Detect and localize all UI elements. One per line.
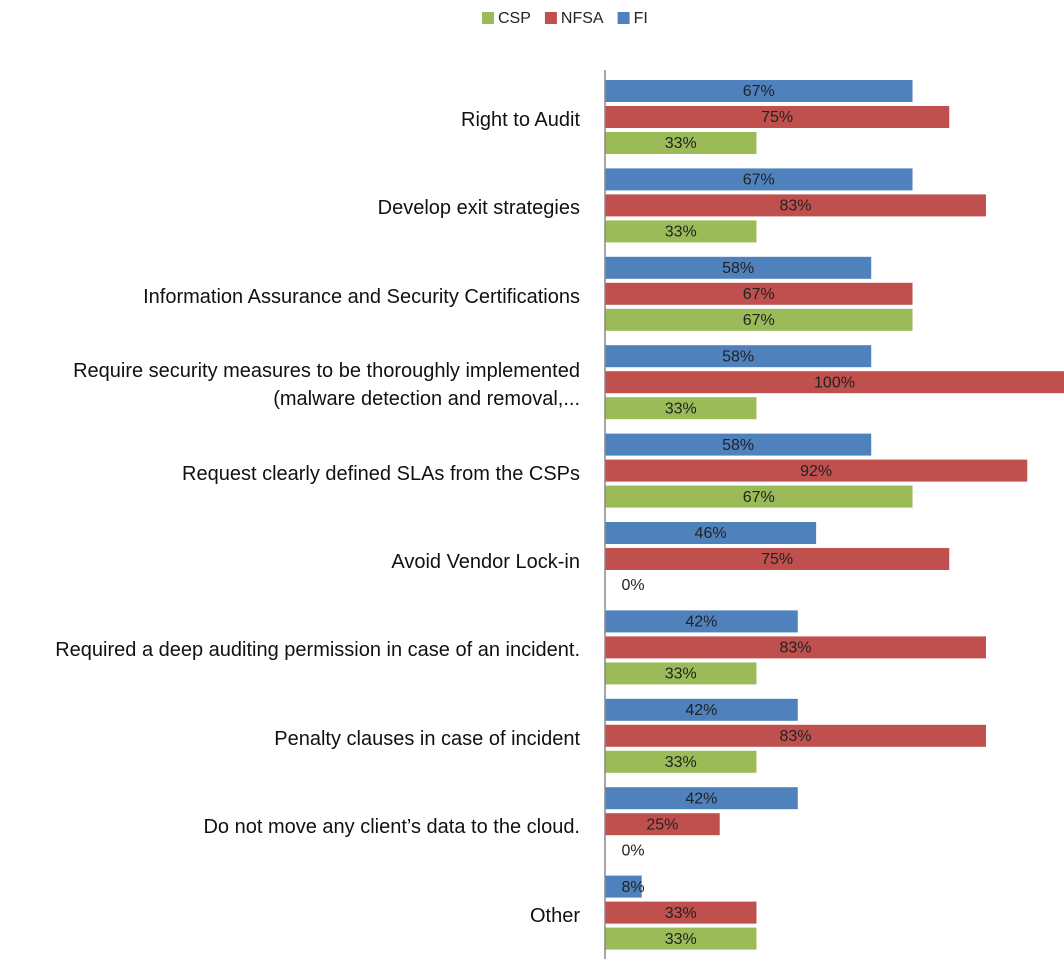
value-label: 42% bbox=[685, 614, 717, 631]
bar bbox=[605, 636, 986, 659]
bar bbox=[605, 485, 913, 508]
value-label: 0% bbox=[621, 577, 644, 594]
value-label: 58% bbox=[722, 260, 754, 277]
category-label: Avoid Vendor Lock-in bbox=[391, 551, 580, 573]
bar bbox=[605, 345, 872, 368]
bar bbox=[605, 459, 1028, 482]
value-label: 33% bbox=[665, 905, 697, 922]
bar bbox=[605, 433, 872, 456]
bar bbox=[605, 813, 720, 836]
value-label: 8% bbox=[621, 879, 644, 896]
value-label: 83% bbox=[779, 728, 811, 745]
value-label: 83% bbox=[779, 640, 811, 657]
value-label: 58% bbox=[722, 348, 754, 365]
value-label: 92% bbox=[800, 463, 832, 480]
value-label: 75% bbox=[761, 551, 793, 568]
value-label: 67% bbox=[743, 286, 775, 303]
bar bbox=[605, 698, 798, 721]
category-label: Require security measures to be thorough… bbox=[73, 360, 580, 411]
value-label: 33% bbox=[665, 666, 697, 683]
category-label: Request clearly defined SLAs from the CS… bbox=[182, 462, 580, 485]
bar bbox=[605, 80, 913, 102]
bar bbox=[605, 610, 798, 633]
bar bbox=[605, 256, 872, 279]
value-label: 67% bbox=[743, 172, 775, 189]
bar bbox=[605, 927, 757, 950]
legend-label: FI bbox=[634, 10, 648, 27]
bar bbox=[605, 662, 757, 685]
bar bbox=[605, 371, 1064, 394]
value-label: 75% bbox=[761, 109, 793, 126]
value-label: 58% bbox=[722, 437, 754, 454]
category-label: Required a deep auditing permission in c… bbox=[55, 639, 580, 662]
bar bbox=[605, 548, 950, 570]
bar bbox=[605, 168, 913, 191]
bar bbox=[605, 750, 757, 773]
value-label: 33% bbox=[665, 135, 697, 152]
value-label: 0% bbox=[621, 842, 644, 859]
bar bbox=[605, 220, 757, 243]
category-label: Other bbox=[529, 904, 580, 927]
bar bbox=[605, 397, 757, 420]
value-label: 25% bbox=[646, 816, 678, 833]
legend-swatch bbox=[482, 12, 494, 24]
value-label: 42% bbox=[685, 702, 717, 719]
value-label: 33% bbox=[665, 754, 697, 771]
value-label: 33% bbox=[665, 931, 697, 948]
value-label: 67% bbox=[743, 83, 775, 100]
value-label: 33% bbox=[665, 224, 697, 241]
legend-swatch bbox=[617, 12, 630, 24]
category-label: Penalty clauses in case of incident bbox=[274, 727, 580, 750]
value-label: 46% bbox=[695, 525, 727, 542]
value-label: 100% bbox=[814, 374, 855, 391]
bar bbox=[605, 308, 913, 331]
value-label: 42% bbox=[685, 790, 717, 807]
legend-label: CSP bbox=[498, 10, 531, 27]
bar bbox=[605, 106, 950, 128]
category-label: Do not move any client’s data to the clo… bbox=[203, 816, 580, 839]
category-label: Right to Audit bbox=[461, 109, 580, 131]
value-label: 67% bbox=[743, 312, 775, 329]
bar bbox=[605, 901, 757, 924]
legend-label: NFSA bbox=[561, 10, 604, 27]
bar bbox=[605, 522, 817, 544]
legend-swatch bbox=[544, 12, 557, 24]
bar bbox=[605, 282, 913, 305]
category-label: Information Assurance and Security Certi… bbox=[143, 285, 580, 308]
value-label: 33% bbox=[665, 400, 697, 417]
bar bbox=[605, 132, 757, 154]
bar bbox=[605, 724, 986, 747]
bar bbox=[605, 875, 642, 898]
value-label: 67% bbox=[743, 489, 775, 506]
bar bbox=[605, 787, 798, 810]
bar bbox=[605, 194, 986, 217]
value-label: 83% bbox=[779, 198, 811, 215]
category-label: Develop exit strategies bbox=[377, 197, 580, 220]
